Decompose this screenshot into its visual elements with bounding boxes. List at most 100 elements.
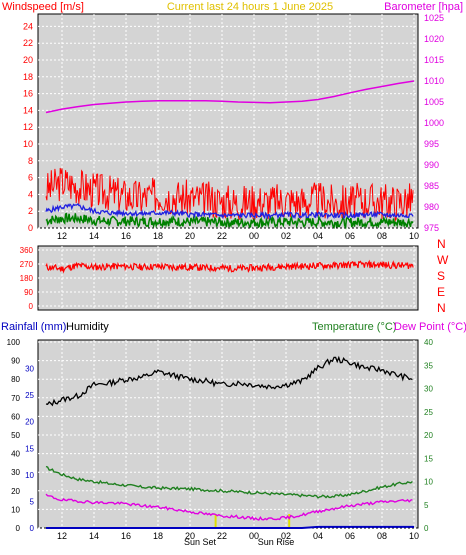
barometer-y-tick-label: 1010 — [424, 76, 444, 86]
x-tick-label: 16 — [121, 231, 131, 241]
x-tick-label: 12 — [57, 231, 67, 241]
compass-label: W — [437, 253, 449, 267]
x-tick-label: 08 — [377, 231, 387, 241]
x-tick-label: 00 — [249, 231, 259, 241]
barometer-y-tick-label: 980 — [424, 202, 439, 212]
wind-y-tick-label: 20 — [23, 55, 33, 65]
temperature-y-tick-label: 10 — [424, 478, 433, 487]
rain-y-tick-label: 30 — [25, 365, 34, 374]
barometer-y-tick-label: 1025 — [424, 13, 444, 23]
temperature-y-tick-label: 20 — [424, 431, 433, 440]
rain-y-tick-label: 25 — [25, 391, 34, 400]
barometer-y-tick-label: 1000 — [424, 118, 444, 128]
temperature-y-tick-label: 15 — [424, 454, 433, 463]
humidity-y-tick-label: 100 — [7, 338, 21, 347]
series-line-dewpoint — [45, 493, 413, 521]
sunset-label: Sun Set — [184, 537, 217, 547]
x-tick-label: 14 — [89, 231, 99, 241]
chart-title: Current last 24 hours 1 June 2025 — [167, 1, 333, 13]
direction-y-tick-label: 360 — [20, 246, 34, 255]
series-line-rainfall — [46, 525, 414, 529]
x-tick-label: 12 — [57, 531, 67, 541]
humidity-y-tick-label: 50 — [11, 431, 20, 440]
x-tick-label: 04 — [313, 231, 323, 241]
rain-y-tick-label: 10 — [25, 471, 34, 480]
humidity-y-tick-label: 10 — [11, 505, 20, 514]
humidity-y-tick-label: 60 — [11, 412, 20, 421]
rainfall-axis-title: Rainfall (mm) — [1, 321, 66, 333]
x-tick-label: 06 — [345, 531, 355, 541]
x-tick-label: 18 — [153, 531, 163, 541]
barometer-y-tick-label: 985 — [424, 181, 439, 191]
wind-y-tick-label: 16 — [23, 89, 33, 99]
x-tick-label: 00 — [249, 531, 259, 541]
direction-y-tick-label: 0 — [29, 302, 34, 311]
barometer-y-tick-label: 1015 — [424, 55, 444, 65]
rain-y-tick-label: 15 — [25, 444, 34, 453]
humidity-axis-title: Humidity — [66, 321, 109, 333]
wind-y-tick-label: 4 — [28, 189, 33, 199]
direction-y-tick-label: 90 — [24, 288, 33, 297]
sunrise-label: Sun Rise — [258, 537, 295, 547]
wind-y-tick-label: 8 — [28, 156, 33, 166]
x-tick-label: 20 — [185, 531, 195, 541]
barometer-y-tick-label: 995 — [424, 139, 439, 149]
series-line-wind-direction — [45, 259, 414, 274]
humidity-y-tick-label: 0 — [16, 524, 21, 533]
wind-y-tick-label: 14 — [23, 105, 33, 115]
compass-label: E — [437, 285, 445, 299]
compass-label: N — [437, 237, 446, 251]
barometer-y-tick-label: 990 — [424, 160, 439, 170]
wind-y-tick-label: 10 — [23, 139, 33, 149]
temperature-y-tick-label: 30 — [424, 385, 433, 394]
temperature-y-tick-label: 0 — [424, 524, 429, 533]
barometer-y-tick-label: 975 — [424, 223, 439, 233]
humidity-y-tick-label: 80 — [11, 375, 20, 384]
temperature-y-tick-label: 5 — [424, 501, 429, 510]
rain-y-tick-label: 5 — [30, 497, 35, 506]
dewpoint-axis-title: Dew Point (°C) — [394, 321, 466, 333]
series-line-barometer — [45, 80, 415, 114]
windspeed-axis-title: Windspeed [m/s] — [2, 1, 84, 13]
wind-y-tick-label: 2 — [28, 206, 33, 216]
humidity-y-tick-label: 40 — [11, 450, 20, 459]
temperature-axis-title: Temperature (°C) — [312, 321, 396, 333]
direction-y-tick-label: 270 — [20, 260, 34, 269]
x-tick-label: 22 — [217, 231, 227, 241]
x-tick-label: 10 — [409, 531, 419, 541]
series-line-windspeed — [45, 167, 414, 222]
rain-y-tick-label: 20 — [25, 418, 34, 427]
series-line-humidity — [45, 355, 413, 407]
humidity-y-tick-label: 90 — [11, 357, 20, 366]
x-tick-label: 18 — [153, 231, 163, 241]
wind-y-tick-label: 18 — [23, 72, 33, 82]
humidity-y-tick-label: 70 — [11, 394, 20, 403]
series-line-wind-low — [45, 212, 414, 230]
x-tick-label: 10 — [409, 231, 419, 241]
x-tick-label: 08 — [377, 531, 387, 541]
x-tick-label: 22 — [217, 531, 227, 541]
series-line-wind-average — [45, 203, 414, 220]
x-tick-label: 06 — [345, 231, 355, 241]
series-line-temperature — [45, 465, 413, 499]
compass-label: N — [437, 301, 446, 315]
wind-y-tick-label: 0 — [28, 223, 33, 233]
wind-y-tick-label: 22 — [23, 38, 33, 48]
x-tick-label: 04 — [313, 531, 323, 541]
barometer-y-tick-label: 1005 — [424, 97, 444, 107]
humidity-y-tick-label: 30 — [11, 468, 20, 477]
temperature-y-tick-label: 40 — [424, 338, 433, 347]
barometer-axis-title: Barometer [hpa] — [384, 1, 463, 13]
x-tick-label: 02 — [281, 231, 291, 241]
barometer-y-tick-label: 1020 — [424, 34, 444, 44]
lower-panel — [37, 339, 419, 529]
x-tick-label: 16 — [121, 531, 131, 541]
x-tick-label: 14 — [89, 531, 99, 541]
rain-y-tick-label: 0 — [30, 524, 35, 533]
temperature-y-tick-label: 25 — [424, 408, 433, 417]
wind-y-tick-label: 12 — [23, 122, 33, 132]
x-tick-label: 02 — [281, 531, 291, 541]
